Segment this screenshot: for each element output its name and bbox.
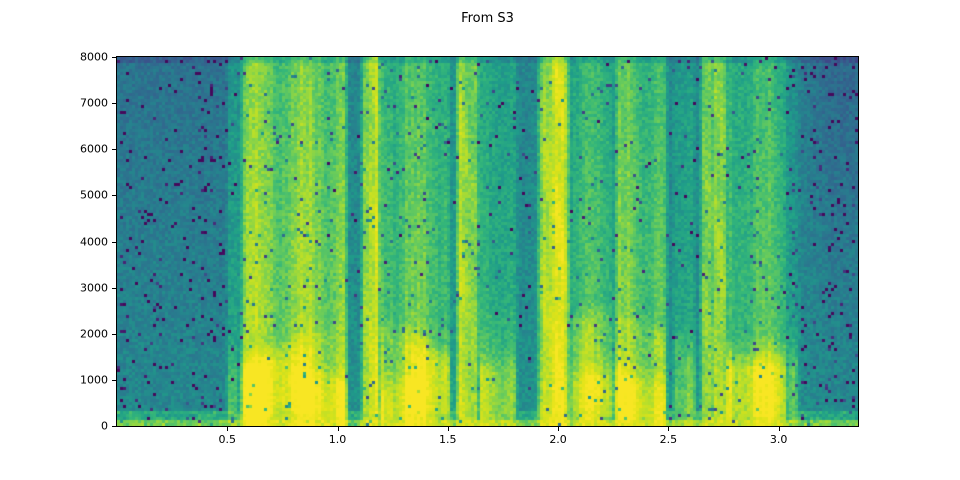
x-tick-mark — [447, 427, 449, 431]
x-tick-label: 2.0 — [549, 433, 567, 446]
y-tick-mark — [112, 426, 116, 427]
y-tick-label: 7000 — [80, 96, 108, 110]
y-tick-label: 2000 — [80, 327, 108, 341]
y-tick-mark — [112, 241, 116, 243]
y-tick-mark — [112, 379, 116, 381]
x-tick-label: 1.5 — [439, 433, 457, 446]
y-tick-label: 5000 — [80, 188, 108, 202]
y-tick-label: 0 — [101, 419, 108, 433]
chart-title: From S3 — [461, 11, 514, 26]
y-tick-mark — [112, 57, 116, 58]
y-tick-label: 1000 — [80, 373, 108, 387]
x-tick-mark — [558, 427, 560, 431]
x-tick-mark — [668, 427, 670, 431]
x-tick-label: 0.5 — [218, 433, 237, 446]
x-tick-mark — [337, 427, 339, 431]
x-tick-label: 3.0 — [769, 433, 788, 446]
y-tick-label: 4000 — [80, 235, 108, 248]
x-tick-label: 1.0 — [328, 433, 347, 446]
x-tick-label: 2.5 — [659, 433, 678, 446]
y-tick-label: 8000 — [80, 50, 108, 64]
y-tick-label: 3000 — [80, 281, 108, 295]
y-tick-mark — [112, 149, 116, 151]
y-tick-mark — [112, 333, 116, 335]
spectrogram-image — [117, 57, 858, 426]
y-tick-mark — [112, 195, 116, 197]
spectrogram-plot — [116, 56, 859, 427]
y-tick-mark — [112, 287, 116, 289]
y-tick-label: 6000 — [80, 142, 108, 156]
y-tick-mark — [112, 103, 116, 105]
x-tick-mark — [778, 427, 780, 431]
x-tick-mark — [227, 427, 229, 431]
